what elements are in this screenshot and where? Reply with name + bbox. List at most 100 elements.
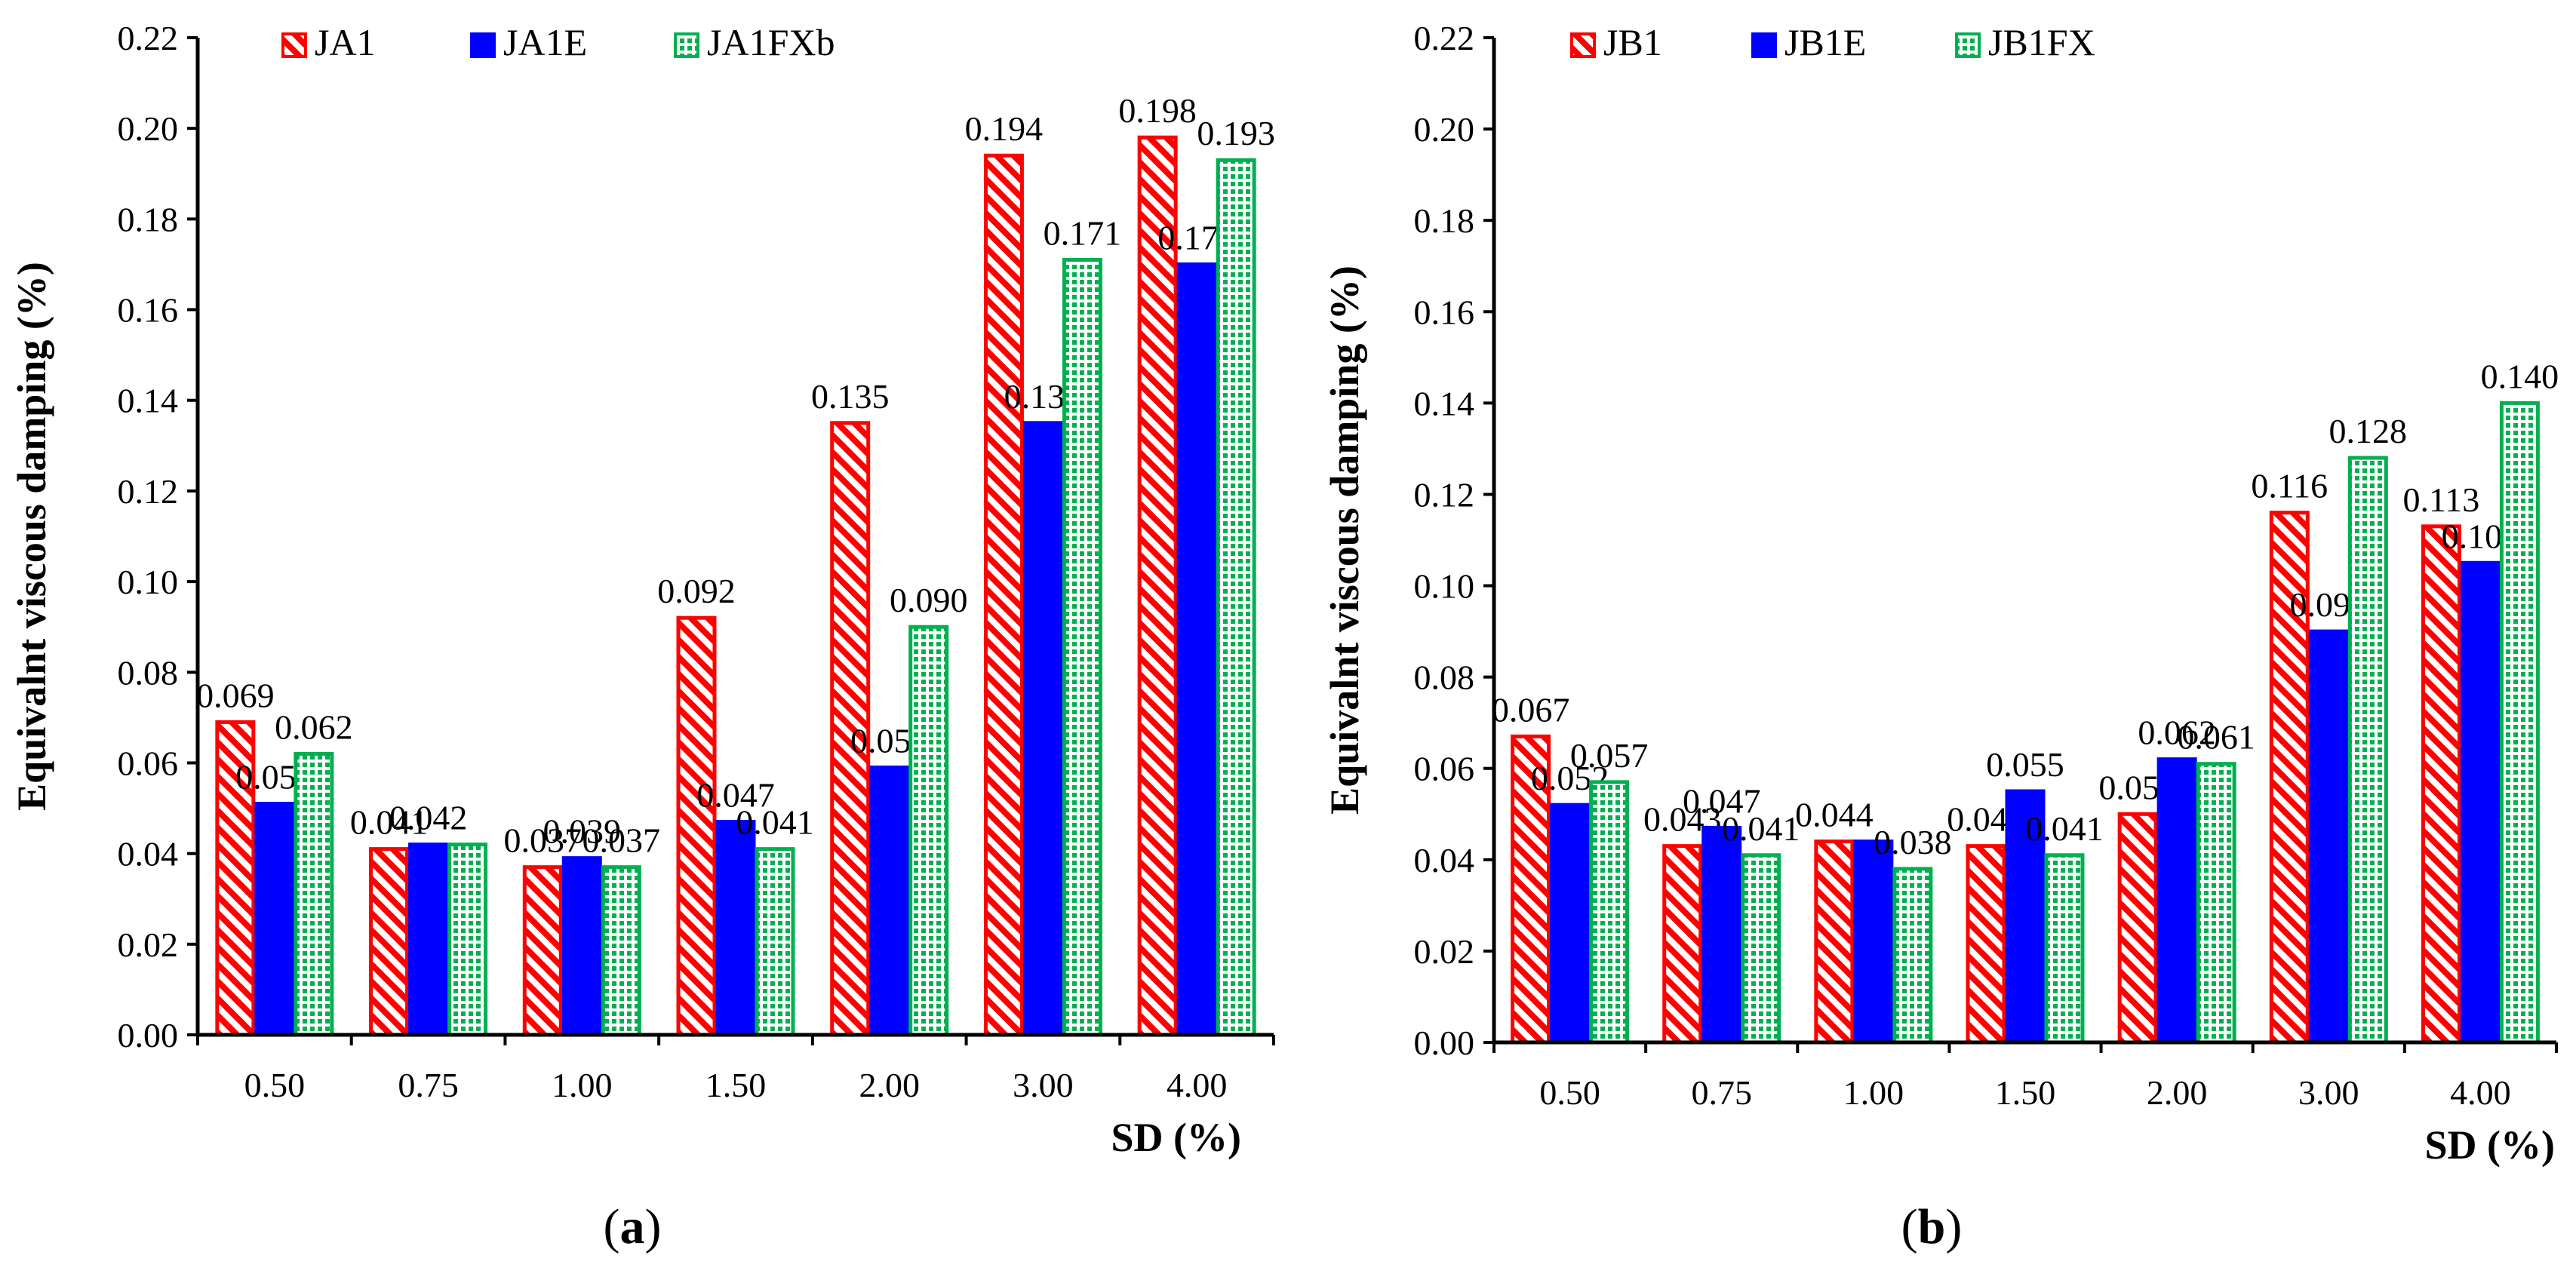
data-label-JA1-2.00: 0.135	[811, 377, 890, 416]
x-axis-title: SD (%)	[2425, 1122, 2556, 1168]
bar-JB1-0.75	[1662, 844, 1703, 1045]
y-tick-label: 0.02	[1414, 932, 1475, 971]
legend-swatch-JA1E	[470, 32, 496, 58]
data-label-JA1-3.00: 0.194	[965, 109, 1044, 148]
bar-JB1FX-0.50	[1589, 780, 1630, 1045]
data-label-JB1-4.00: 0.113	[2403, 480, 2480, 519]
y-tick-label: 0.20	[118, 109, 179, 148]
bar-JB1E-4.00	[2460, 560, 2501, 1045]
bar-JA1E-2.00	[869, 765, 910, 1037]
bar-JB1-2.00	[2117, 812, 2158, 1045]
bar-JB1FX-0.75	[1741, 853, 1781, 1045]
data-label-JA1E-1.50: 0.047	[696, 776, 775, 815]
x-tick-label: 2.00	[859, 1066, 920, 1104]
legend-swatch-JA1	[281, 32, 307, 58]
data-label-JB1E-2.00: 0.062	[2138, 714, 2216, 752]
bar-JA1-3.00	[983, 153, 1024, 1037]
bar-JB1FX-3.00	[2347, 456, 2388, 1045]
bar-JB1FX-2.00	[2196, 762, 2236, 1045]
bar-JA1-1.00	[522, 865, 563, 1037]
bar-JB1E-1.00	[1853, 839, 1894, 1045]
y-tick-label: 0.20	[1414, 110, 1475, 149]
bar-JB1E-2.00	[2156, 757, 2197, 1045]
bar-JA1-4.00	[1137, 135, 1178, 1037]
data-label-JA1E-0.75: 0.042	[389, 799, 468, 837]
bar-JA1FXb-2.00	[908, 625, 949, 1037]
x-tick-label: 0.75	[398, 1066, 459, 1104]
data-label-JB1FX-2.00: 0.061	[2177, 718, 2255, 757]
bar-JB1-4.00	[2421, 524, 2461, 1045]
y-tick-label: 0.04	[1414, 841, 1475, 879]
x-tick-label: 1.50	[1995, 1073, 2056, 1112]
data-label-JB1FX-3.00: 0.128	[2329, 412, 2408, 450]
bar-JB1E-0.75	[1701, 825, 1742, 1045]
legend-label-JB1E: JB1E	[1784, 21, 1866, 63]
legend-label-JB1FX: JB1FX	[1988, 21, 2095, 63]
data-label-JA1FXb-0.50: 0.062	[275, 707, 353, 746]
data-label-JB1-3.00: 0.116	[2251, 467, 2328, 505]
y-tick-label: 0.16	[1414, 293, 1475, 331]
y-tick-label: 0.14	[1414, 384, 1475, 422]
bar-JB1E-3.00	[2308, 629, 2349, 1045]
x-tick-label: 4.00	[1167, 1066, 1228, 1104]
y-tick-label: 0.06	[1414, 750, 1475, 788]
data-label-JA1-1.00: 0.037	[504, 821, 583, 860]
data-label-JA1FXb-2.00: 0.090	[890, 581, 968, 619]
data-label-JB1FX-4.00: 0.140	[2481, 357, 2559, 395]
data-label-JA1-0.50: 0.069	[196, 676, 275, 714]
data-label-JB1FX-1.50: 0.041	[2025, 809, 2104, 848]
bar-JA1E-1.50	[715, 820, 756, 1037]
y-tick-label: 0.04	[118, 835, 179, 873]
y-axis-title: Equivalnt viscous damping (%)	[9, 262, 54, 811]
y-tick-label: 0.12	[1414, 475, 1475, 514]
legend-swatch-JB1	[1570, 32, 1596, 58]
bar-JB1FX-4.00	[2499, 401, 2540, 1045]
data-label-JA1FXb-1.00: 0.037	[583, 821, 661, 860]
data-label-JA1FXb-4.00: 0.193	[1197, 114, 1275, 152]
data-label-JA1-0.75: 0.041	[350, 803, 429, 842]
data-label-JA1-4.00: 0.198	[1118, 91, 1197, 130]
x-tick-label: 0.50	[1539, 1073, 1600, 1112]
y-tick-label: 0.14	[118, 382, 179, 420]
x-tick-label: 1.50	[705, 1066, 767, 1104]
bar-JB1FX-1.00	[1892, 867, 1933, 1045]
bar-JB1E-1.50	[2005, 789, 2046, 1045]
x-tick-label: 2.00	[2147, 1073, 2208, 1112]
bar-JB1E-0.50	[1550, 803, 1591, 1045]
legend-label-JA1FXb: JA1FXb	[707, 21, 835, 63]
y-tick-label: 0.06	[118, 744, 179, 782]
data-label-JB1FX-0.75: 0.041	[1722, 809, 1800, 848]
y-tick-label: 0.08	[118, 653, 179, 692]
y-tick-label: 0.00	[118, 1016, 179, 1054]
y-tick-label: 0.22	[1414, 19, 1475, 57]
x-tick-label: 1.00	[552, 1066, 613, 1104]
bar-JB1-0.50	[1511, 734, 1551, 1045]
bar-JA1E-0.50	[254, 802, 295, 1037]
x-tick-label: 3.00	[2298, 1073, 2359, 1112]
bar-JA1FXb-3.00	[1062, 257, 1102, 1037]
bar-JB1FX-1.50	[2044, 853, 2085, 1045]
bar-JA1FXb-1.00	[601, 865, 641, 1037]
y-tick-label: 0.00	[1414, 1024, 1475, 1062]
y-tick-label: 0.08	[1414, 658, 1475, 697]
bar-JA1FXb-4.00	[1216, 158, 1256, 1037]
data-label-JA1FXb-1.50: 0.041	[736, 803, 814, 842]
x-tick-label: 4.00	[2450, 1073, 2511, 1112]
x-tick-label: 0.75	[1691, 1073, 1752, 1112]
data-label-JB1FX-0.50: 0.057	[1570, 736, 1649, 775]
y-tick-label: 0.10	[1414, 567, 1475, 606]
bar-JA1FXb-0.75	[447, 843, 488, 1037]
bar-JA1FXb-0.50	[294, 751, 334, 1037]
bar-JA1E-1.00	[561, 856, 602, 1037]
data-label-JA1FXb-3.00: 0.171	[1044, 213, 1122, 252]
panel-label: (b)	[1901, 1199, 1963, 1254]
bar-JA1E-3.00	[1022, 421, 1063, 1037]
data-label-JA1E-1.00: 0.039	[543, 812, 622, 851]
bar-JA1E-4.00	[1176, 262, 1217, 1037]
bar-JA1-2.00	[830, 421, 871, 1037]
bar-JA1FXb-1.50	[755, 847, 795, 1037]
legend-swatch-JB1E	[1751, 32, 1777, 58]
